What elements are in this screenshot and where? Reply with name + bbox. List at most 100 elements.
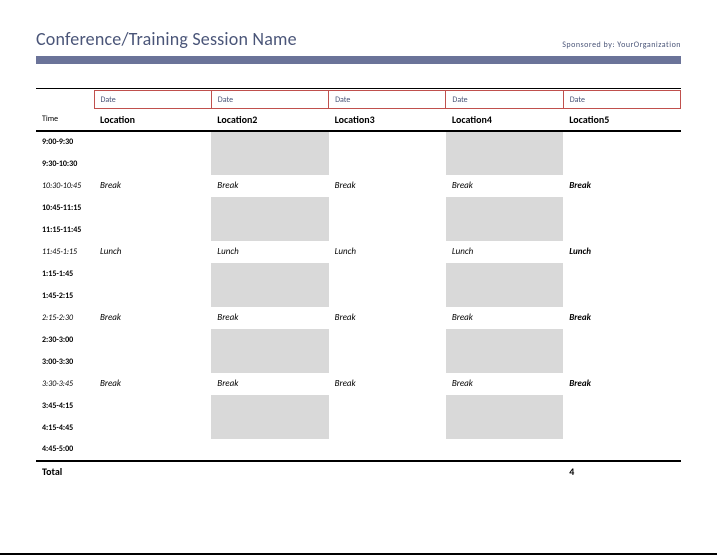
page-bottom-rule [0,553,717,555]
break-cell: Lunch [329,241,446,263]
slot-cell [94,153,211,175]
slot-cell [329,131,446,153]
break-cell: Break [446,175,563,197]
slot-cell [94,219,211,241]
slot-cell [211,351,328,373]
date-header: Date [211,91,328,109]
time-cell: 4:15-4:45 [36,417,94,439]
slot-cell [563,263,680,285]
slot-cell [563,285,680,307]
slot-cell [329,285,446,307]
slot-cell [94,263,211,285]
slot-cell [563,219,680,241]
date-header-row: Date Date Date Date Date [36,91,681,109]
slot-cell [563,131,680,153]
slot-cell [211,439,328,461]
date-header: Date [94,91,211,109]
break-cell: Break [329,373,446,395]
page-title: Conference/Training Session Name [36,28,297,50]
slot-cell [446,219,563,241]
empty-corner [36,91,94,109]
slot-cell [211,219,328,241]
break-row: 11:45-1:15LunchLunchLunchLunchLunch [36,241,681,263]
slot-row: 9:00-9:30 [36,131,681,153]
break-cell: Break [211,175,328,197]
time-cell: 2:15-2:30 [36,307,94,329]
slot-cell [94,351,211,373]
slot-cell [329,351,446,373]
location-header: Location5 [563,109,680,131]
slot-cell [211,285,328,307]
break-cell: Break [94,373,211,395]
slot-row: 4:15-4:45 [36,417,681,439]
slot-cell [446,131,563,153]
break-cell: Break [329,175,446,197]
break-cell: Break [563,373,680,395]
break-cell: Break [329,307,446,329]
break-cell: Break [211,307,328,329]
slot-row: 1:15-1:45 [36,263,681,285]
slot-cell [211,197,328,219]
time-header: Time [36,109,94,131]
date-header: Date [446,91,563,109]
slot-cell [446,351,563,373]
slot-row: 4:45-5:00 [36,439,681,461]
location-header-row: Time Location Location2 Location3 Locati… [36,109,681,131]
slot-cell [211,263,328,285]
header-rule [36,56,681,64]
slot-cell [563,417,680,439]
time-cell: 3:45-4:15 [36,395,94,417]
break-cell: Lunch [211,241,328,263]
slot-cell [563,197,680,219]
slot-cell [446,439,563,461]
location-header: Location [94,109,211,131]
time-cell: 4:45-5:00 [36,439,94,461]
slot-row: 1:45-2:15 [36,285,681,307]
slot-cell [329,329,446,351]
slot-cell [329,153,446,175]
schedule-table: Date Date Date Date Date Time Location L… [36,88,681,481]
slot-cell [94,417,211,439]
location-header: Location3 [329,109,446,131]
total-label: Total [36,461,94,481]
slot-cell [563,395,680,417]
time-cell: 11:15-11:45 [36,219,94,241]
slot-cell [94,395,211,417]
location-header: Location2 [211,109,328,131]
slot-cell [329,197,446,219]
time-cell: 10:45-11:15 [36,197,94,219]
slot-row: 3:00-3:30 [36,351,681,373]
slot-cell [211,153,328,175]
schedule-body: 9:00-9:309:30-10:3010:30-10:45BreakBreak… [36,131,681,461]
total-row: Total 4 [36,461,681,481]
break-cell: Break [563,307,680,329]
slot-cell [446,197,563,219]
break-row: 10:30-10:45BreakBreakBreakBreakBreak [36,175,681,197]
break-cell: Lunch [446,241,563,263]
slot-cell [446,285,563,307]
time-cell: 9:30-10:30 [36,153,94,175]
slot-row: 11:15-11:45 [36,219,681,241]
date-header: Date [329,91,446,109]
header: Conference/Training Session Name Sponsor… [36,28,681,50]
slot-cell [329,439,446,461]
total-value: 4 [563,461,680,481]
slot-cell [211,417,328,439]
break-row: 2:15-2:30BreakBreakBreakBreakBreak [36,307,681,329]
slot-cell [211,395,328,417]
slot-cell [446,395,563,417]
slot-row: 3:45-4:15 [36,395,681,417]
slot-cell [329,219,446,241]
break-row: 3:30-3:45BreakBreakBreakBreakBreak [36,373,681,395]
location-header: Location4 [446,109,563,131]
break-cell: Break [211,373,328,395]
break-cell: Break [94,307,211,329]
break-cell: Break [94,175,211,197]
slot-row: 9:30-10:30 [36,153,681,175]
slot-cell [563,329,680,351]
slot-cell [94,131,211,153]
time-cell: 9:00-9:30 [36,131,94,153]
slot-cell [211,329,328,351]
slot-cell [211,131,328,153]
sponsor-text: Sponsored by: YourOrganization [562,40,681,50]
